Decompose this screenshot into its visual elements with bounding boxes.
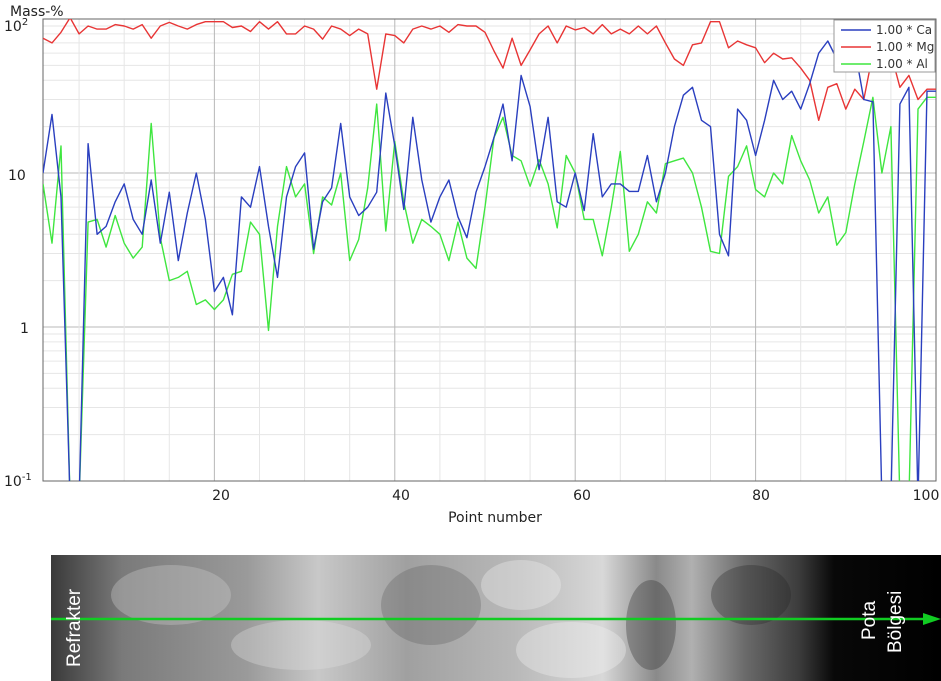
series-mg-line xyxy=(43,19,936,122)
x-tick-label-20: 20 xyxy=(212,488,230,504)
legend-label-al: 1.00 * Al xyxy=(876,57,928,71)
series-ca-line xyxy=(43,40,936,481)
legend: 1.00 * Ca 1.00 * Mg 1.00 * Al xyxy=(833,19,936,73)
y-tick-label-bottom: 10-1 xyxy=(4,472,32,490)
y-tick-label-10: 10 xyxy=(8,168,26,184)
legend-label-mg: 1.00 * Mg xyxy=(876,40,934,54)
x-tick-label-40: 40 xyxy=(392,488,410,504)
y-tick-label-top: 102 xyxy=(4,17,28,35)
pota-label: Pota xyxy=(859,600,880,640)
series-al-line xyxy=(43,96,936,481)
bolgesi-label: Bölgesi xyxy=(885,590,906,653)
x-tick-label-100: 100 xyxy=(913,488,940,504)
x-tick-label-80: 80 xyxy=(752,488,770,504)
x-tick-label-60: 60 xyxy=(573,488,591,504)
scan-arrow-icon xyxy=(923,613,941,625)
y-tick-label-1: 1 xyxy=(20,321,29,337)
x-axis-title: Point number xyxy=(448,510,542,526)
series-layer xyxy=(43,19,936,481)
legend-label-ca: 1.00 * Ca xyxy=(876,23,932,37)
micrograph-texture xyxy=(51,555,941,681)
refrakter-label: Refrakter xyxy=(64,588,85,667)
y-axis-title: Mass-% xyxy=(10,4,64,20)
plot-frame xyxy=(42,18,937,482)
micrograph-image: Refrakter Pota Bölgesi xyxy=(51,555,941,681)
line-chart: Mass-% 102 10 1 10-1 20 40 60 80 100 Poi… xyxy=(4,4,940,526)
